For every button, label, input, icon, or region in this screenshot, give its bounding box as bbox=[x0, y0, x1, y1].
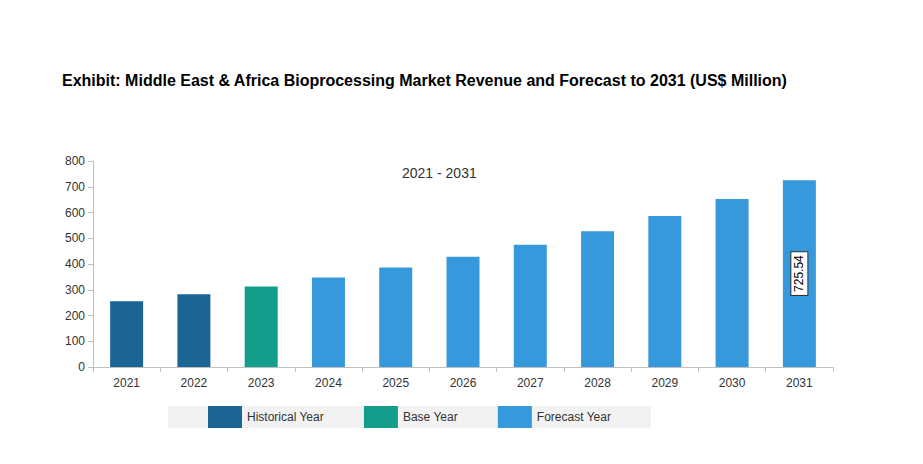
svg-text:2025: 2025 bbox=[382, 376, 409, 390]
svg-text:300: 300 bbox=[65, 283, 85, 297]
svg-text:725.54: 725.54 bbox=[792, 255, 806, 292]
svg-text:2029: 2029 bbox=[651, 376, 678, 390]
svg-text:Historical Year: Historical Year bbox=[247, 410, 324, 424]
svg-text:Exhibit: Middle East & Africa: Exhibit: Middle East & Africa Bioprocess… bbox=[62, 72, 787, 89]
svg-text:400: 400 bbox=[65, 257, 85, 271]
svg-text:2022: 2022 bbox=[181, 376, 208, 390]
svg-text:2024: 2024 bbox=[315, 376, 342, 390]
svg-text:200: 200 bbox=[65, 309, 85, 323]
svg-text:100: 100 bbox=[65, 334, 85, 348]
svg-text:2026: 2026 bbox=[450, 376, 477, 390]
svg-text:2031: 2031 bbox=[786, 376, 813, 390]
svg-text:800: 800 bbox=[65, 154, 85, 168]
svg-text:700: 700 bbox=[65, 180, 85, 194]
svg-text:0: 0 bbox=[78, 360, 85, 374]
svg-text:600: 600 bbox=[65, 206, 85, 220]
svg-text:Base Year: Base Year bbox=[403, 410, 458, 424]
svg-text:Forecast Year: Forecast Year bbox=[537, 410, 611, 424]
svg-text:2030: 2030 bbox=[719, 376, 746, 390]
svg-text:2027: 2027 bbox=[517, 376, 544, 390]
svg-text:2021 - 2031: 2021 - 2031 bbox=[402, 165, 477, 181]
svg-text:2023: 2023 bbox=[248, 376, 275, 390]
svg-text:2028: 2028 bbox=[584, 376, 611, 390]
svg-text:2021: 2021 bbox=[113, 376, 140, 390]
svg-text:500: 500 bbox=[65, 231, 85, 245]
